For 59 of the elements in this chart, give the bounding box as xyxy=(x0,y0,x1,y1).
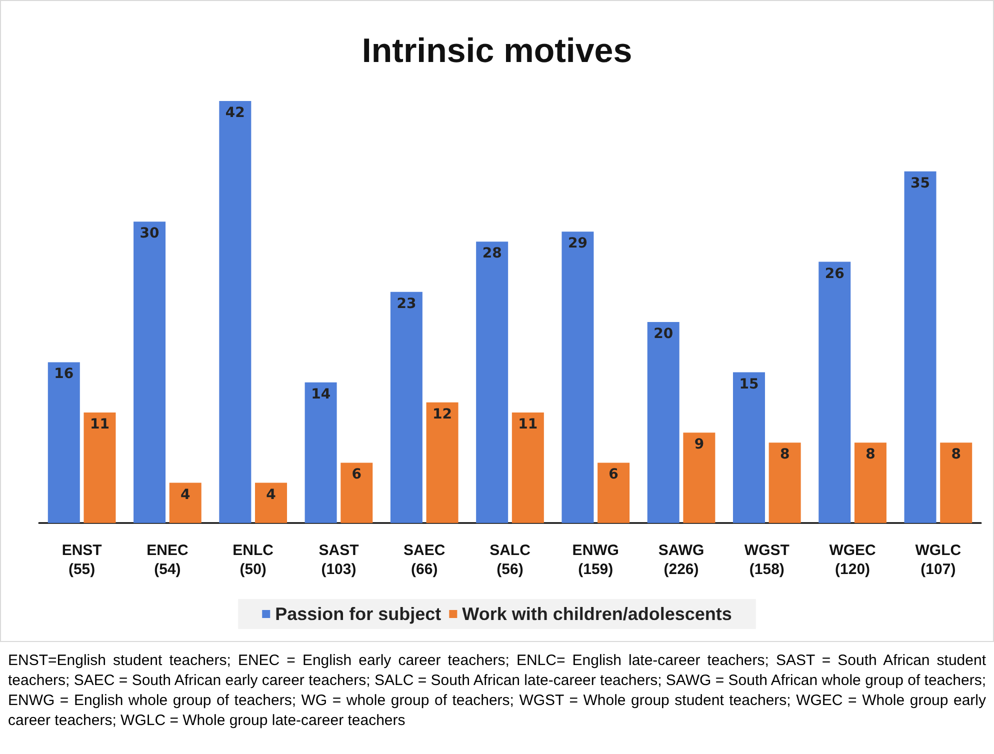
data-label: 26 xyxy=(824,266,844,282)
bar xyxy=(854,442,886,523)
x-tick-label: SAST (103) xyxy=(318,542,359,578)
x-tick-label: ENEC (54) xyxy=(146,542,188,578)
bar xyxy=(647,322,680,523)
data-label: 30 xyxy=(140,226,160,242)
x-tick-label: ENWG (159) xyxy=(572,542,619,578)
data-label: 29 xyxy=(568,236,588,252)
bar xyxy=(134,222,166,523)
bar xyxy=(562,232,594,523)
bar xyxy=(169,482,202,523)
bar xyxy=(219,101,252,523)
x-tick-label: WGEC (120) xyxy=(829,542,876,578)
bar xyxy=(476,242,508,523)
x-tick-label: SAWG (226) xyxy=(658,542,704,578)
data-label: 35 xyxy=(910,175,930,192)
data-label: 11 xyxy=(518,416,538,432)
data-label: 11 xyxy=(90,416,110,432)
data-label: 6 xyxy=(352,466,362,483)
data-label: 4 xyxy=(180,486,190,503)
x-tick-label: ENST (55) xyxy=(62,542,102,578)
x-tick-label: SALC (56) xyxy=(490,542,531,578)
data-label: 23 xyxy=(396,296,416,312)
data-label: 8 xyxy=(866,446,876,463)
bar xyxy=(683,432,716,523)
data-label: 16 xyxy=(54,366,74,382)
bar xyxy=(732,372,765,523)
text: ENST=English student teachers; ENEC = English early career teachers; ENLC= English late-career teachers; SAST = South African student teachers; SAEC = South African early career teachers; SALC = South African late-career teachers; SAWG = South African whole group of teachers; ENWG = English whole group of teachers; WG = whole group of teachers; WGST = Whole group student teachers; WGEC = Whole group early career teachers; WGLC = Whole group late-career teachers xyxy=(8,651,986,731)
bar xyxy=(255,482,288,523)
data-label: 9 xyxy=(694,436,704,453)
x-tick-label: WGLC (107) xyxy=(915,542,962,578)
data-label: 6 xyxy=(608,466,618,483)
data-label: 8 xyxy=(951,446,961,463)
data-label: 14 xyxy=(311,386,331,402)
bar xyxy=(818,262,851,523)
data-label: 28 xyxy=(482,246,502,262)
bar xyxy=(598,462,630,523)
x-tick-label: ENLC (50) xyxy=(232,542,274,578)
bar xyxy=(512,412,544,523)
x-tick-label: WGST (158) xyxy=(744,542,790,578)
data-label: 20 xyxy=(654,326,674,342)
data-label: 4 xyxy=(266,486,276,503)
bar xyxy=(940,442,972,523)
legend-label: Work with children/adolescents xyxy=(462,604,732,624)
x-tick-label: SAEC (66) xyxy=(404,542,446,578)
chart-title: Intrinsic motives xyxy=(362,32,632,70)
data-label: 8 xyxy=(780,446,790,463)
legend-label: Passion for subject xyxy=(275,604,442,624)
bar xyxy=(426,402,458,523)
bar xyxy=(340,462,373,523)
data-label: 12 xyxy=(432,406,452,422)
bar xyxy=(84,412,116,523)
bar xyxy=(390,292,422,523)
data-label: 42 xyxy=(225,105,245,121)
bar xyxy=(768,442,801,523)
bar xyxy=(904,171,936,523)
bar xyxy=(48,362,80,523)
data-label: 15 xyxy=(739,376,759,392)
bar xyxy=(304,382,337,523)
